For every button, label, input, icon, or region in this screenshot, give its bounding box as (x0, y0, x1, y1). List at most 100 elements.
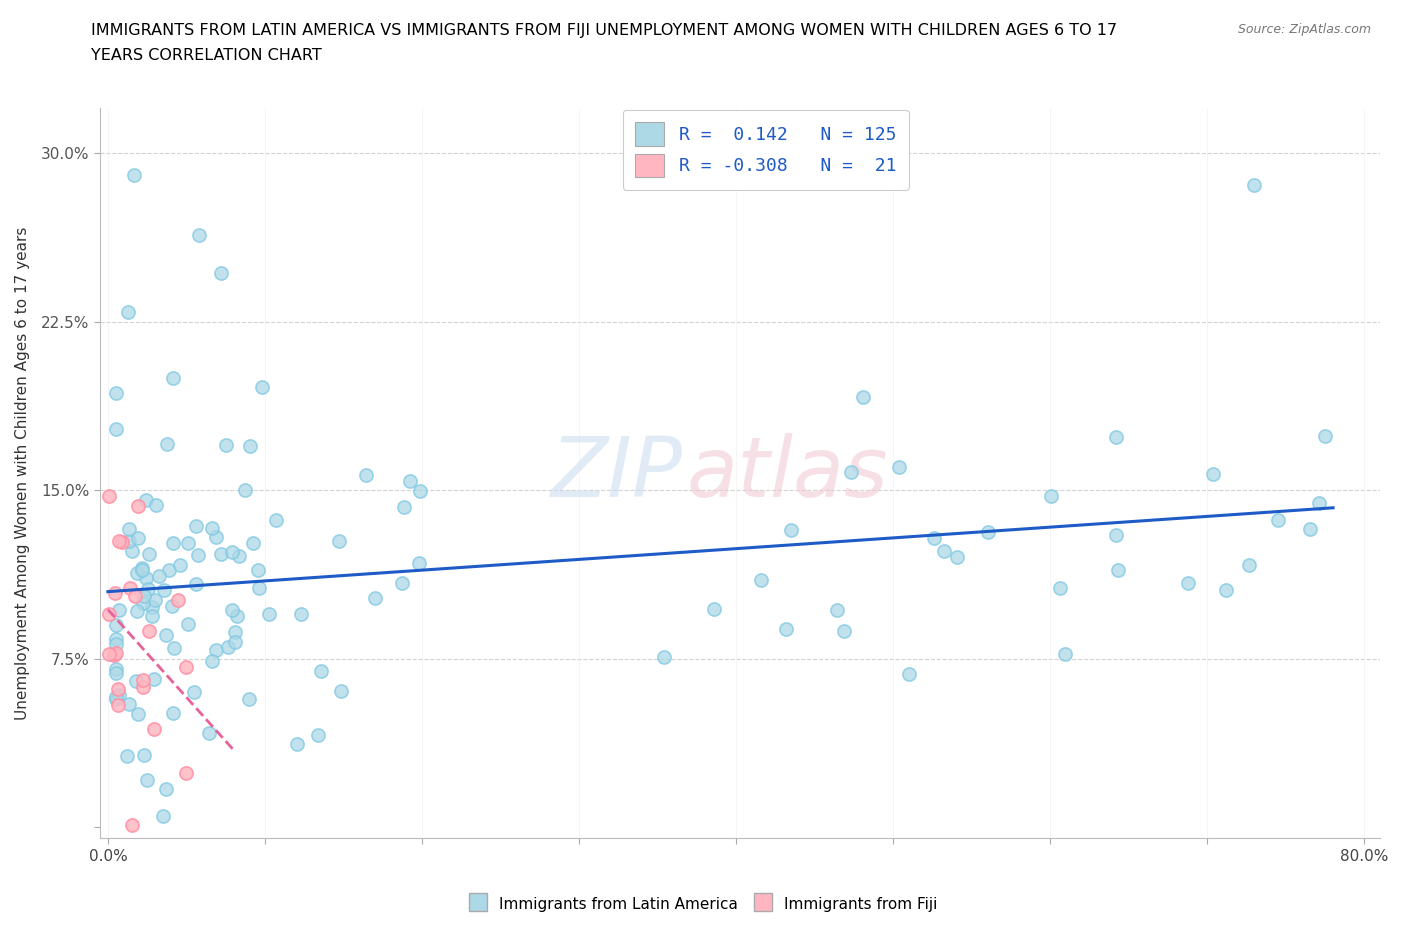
Point (155, 628, 177, 643)
Text: Source: ZipAtlas.com: Source: ZipAtlas.com (1237, 23, 1371, 36)
Text: YEARS CORRELATION CHART: YEARS CORRELATION CHART (91, 48, 322, 63)
Point (135, 571, 157, 586)
Point (148, 568, 170, 583)
Point (98, 607, 121, 622)
Point (135, 493, 157, 508)
Point (391, 576, 413, 591)
Point (228, 549, 250, 564)
Point (827, 603, 849, 618)
Point (104, 631, 127, 646)
Point (108, 687, 131, 702)
Point (117, 304, 139, 319)
Point (934, 544, 956, 559)
Point (977, 525, 1000, 539)
Point (364, 591, 387, 605)
Point (156, 437, 179, 452)
Point (409, 484, 432, 498)
Point (221, 545, 243, 560)
Point (330, 684, 353, 698)
Point (104, 691, 127, 706)
Point (118, 522, 141, 537)
Point (138, 547, 160, 562)
Point (176, 617, 198, 631)
Point (184, 577, 207, 591)
Point (142, 722, 165, 737)
Point (897, 667, 920, 682)
Point (163, 641, 186, 656)
Point (118, 534, 141, 549)
Point (118, 580, 141, 595)
Text: IMMIGRANTS FROM LATIN AMERICA VS IMMIGRANTS FROM FIJI UNEMPLOYMENT AMONG WOMEN W: IMMIGRANTS FROM LATIN AMERICA VS IMMIGRA… (91, 23, 1118, 38)
Point (839, 465, 862, 480)
Point (104, 662, 127, 677)
Point (104, 689, 127, 704)
Point (188, 228, 211, 243)
Point (775, 621, 797, 636)
Point (134, 588, 156, 603)
Point (127, 531, 149, 546)
Point (111, 534, 134, 549)
Point (1308, 496, 1330, 511)
Point (127, 707, 149, 722)
Point (1315, 429, 1337, 444)
Point (98, 646, 121, 661)
Point (1105, 429, 1128, 444)
Point (124, 589, 146, 604)
Point (132, 680, 155, 695)
Point (176, 659, 198, 674)
Point (104, 618, 127, 632)
Point (108, 534, 131, 549)
Point (399, 473, 422, 488)
Point (221, 603, 243, 618)
Point (264, 512, 287, 527)
Point (214, 438, 236, 453)
Point (887, 459, 910, 474)
Point (1299, 522, 1322, 537)
Point (224, 634, 246, 649)
Point (104, 586, 127, 601)
Point (132, 672, 155, 687)
Point (142, 671, 165, 686)
Point (205, 642, 228, 657)
Point (204, 529, 226, 544)
Point (242, 536, 264, 551)
Point (135, 773, 157, 788)
Point (131, 561, 153, 576)
Point (703, 602, 725, 617)
Point (115, 749, 138, 764)
Point (198, 725, 221, 740)
Point (107, 682, 129, 697)
Point (153, 582, 176, 597)
Point (1039, 489, 1062, 504)
Point (160, 598, 183, 613)
Point (238, 691, 260, 706)
Point (780, 523, 803, 538)
Point (309, 663, 332, 678)
Point (1053, 646, 1076, 661)
Point (217, 639, 239, 654)
Point (307, 727, 329, 742)
Point (922, 530, 945, 545)
Point (1107, 563, 1129, 578)
Legend: Immigrants from Latin America, Immigrants from Fiji: Immigrants from Latin America, Immigrant… (463, 889, 943, 918)
Point (98, 488, 121, 503)
Point (107, 698, 129, 712)
Point (354, 468, 377, 483)
Point (209, 547, 232, 562)
Point (125, 674, 148, 689)
Point (652, 650, 675, 665)
Point (832, 623, 855, 638)
Point (141, 609, 163, 624)
Point (103, 647, 125, 662)
Point (201, 654, 224, 669)
Point (108, 603, 131, 618)
Point (127, 604, 149, 618)
Point (127, 498, 149, 513)
Point (1267, 512, 1289, 527)
Point (285, 736, 308, 751)
Point (1239, 557, 1261, 572)
Point (162, 706, 184, 721)
Point (143, 592, 166, 607)
Point (946, 550, 969, 565)
Point (187, 548, 209, 563)
